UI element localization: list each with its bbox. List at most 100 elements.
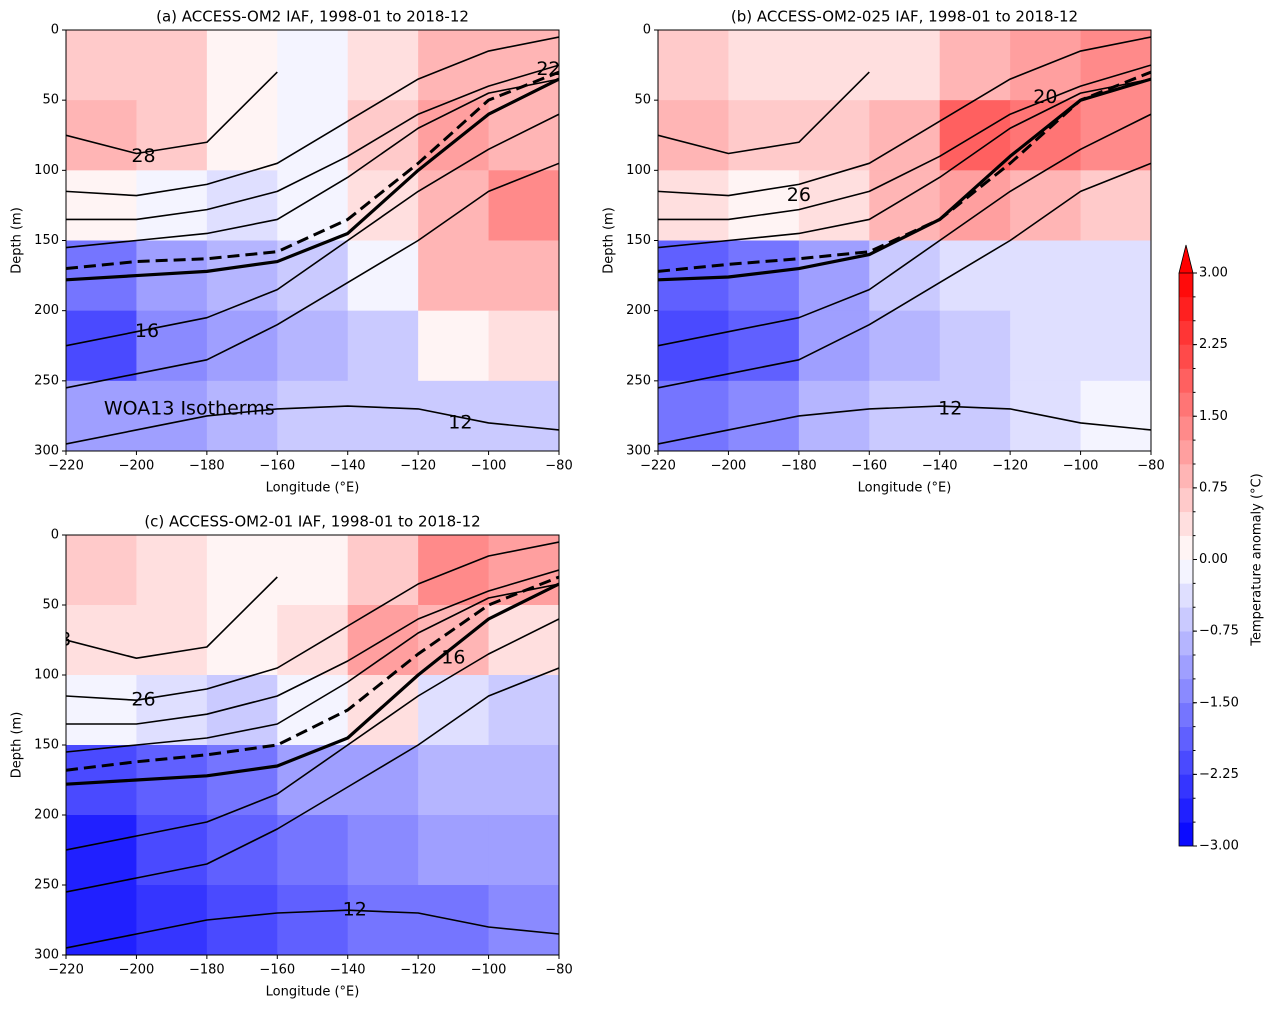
colorbar-level (1179, 726, 1193, 751)
x-tick-label: −180 (189, 963, 225, 978)
field-cell (66, 815, 137, 886)
contour-label: 20 (1033, 86, 1057, 108)
contour-label: 16 (135, 320, 159, 342)
panel: 28 16 WOA13 Isotherms 12 22 −220 −200 −180 −160 −… (10, 8, 573, 496)
colorbar-tick-label: −2.25 (1199, 767, 1239, 782)
y-tick-label: 150 (34, 233, 59, 248)
x-axis-label: Longitude (°E) (858, 481, 952, 496)
field-cell (277, 380, 349, 451)
colorbar-level (1179, 368, 1193, 393)
y-tick-label: 200 (34, 808, 59, 823)
x-tick-label: −80 (545, 963, 572, 978)
field-cell (869, 30, 941, 101)
field-cell (277, 170, 349, 241)
field-cell (136, 380, 208, 451)
colorbar-level (1179, 511, 1193, 536)
field-cell (206, 30, 278, 101)
y-tick-label: 250 (626, 373, 651, 388)
isotherm (66, 618, 559, 851)
isotherm (66, 909, 559, 949)
field-cell (206, 100, 278, 171)
isotherm (66, 64, 559, 221)
field-cell (869, 100, 941, 171)
isotherm (658, 78, 1151, 249)
field-cell (136, 885, 208, 955)
colorbar-level (1179, 702, 1193, 727)
y-tick-label: 150 (34, 738, 59, 753)
colorbar-level (1179, 296, 1193, 322)
field-cell (658, 310, 729, 382)
field-cell (418, 745, 490, 816)
colorbar-label: Temperature anomaly (°C) (1250, 473, 1265, 646)
field-cell (488, 815, 559, 886)
panel: 20 26 12 −220 −200 −180 −160 −140 −120 −100 −80 0 50… (602, 8, 1165, 496)
field-cell (798, 30, 870, 101)
y-tick-label: 50 (42, 598, 59, 613)
isotherm (66, 576, 278, 659)
colorbar-level (1179, 416, 1193, 441)
field-cell (347, 815, 419, 886)
x-tick-label: −120 (400, 963, 436, 978)
isotherm (658, 64, 1151, 221)
field-cell (658, 240, 729, 312)
field-cell (66, 535, 137, 606)
field-cell (206, 885, 278, 955)
isotherm (66, 78, 559, 249)
field-cell (798, 310, 870, 382)
field-cell (206, 170, 278, 241)
isotherm (66, 569, 559, 725)
chart-title: (a) ACCESS-OM2 IAF, 1998-01 to 2018-12 (156, 8, 469, 26)
field-cell (418, 310, 490, 382)
colorbar-level (1179, 583, 1193, 608)
field-cell (277, 100, 349, 171)
field-cell (206, 310, 278, 382)
x-tick-label: −220 (640, 459, 676, 474)
colorbar-level (1179, 750, 1193, 775)
contour-label: 12 (448, 411, 472, 433)
field-cell (728, 380, 800, 451)
field-cell (206, 380, 278, 451)
y-tick-label: 100 (626, 163, 651, 178)
field-cell (488, 535, 559, 606)
isotherm (66, 405, 559, 445)
x-tick-label: −200 (711, 459, 747, 474)
field-cell (488, 675, 559, 746)
x-tick-label: −200 (119, 459, 155, 474)
x-tick-label: −80 (1137, 459, 1164, 474)
colorbar-level (1179, 392, 1193, 417)
field-cell (206, 240, 278, 312)
y-tick-label: 0 (51, 23, 59, 38)
field-cell (418, 170, 490, 241)
field-cell (418, 815, 490, 886)
colorbar-level (1179, 798, 1193, 823)
colorbar-level (1179, 440, 1193, 465)
isotherm (658, 70, 1151, 273)
field-cell (66, 885, 137, 955)
field-cell (1080, 380, 1151, 451)
field-cell (277, 240, 349, 312)
field-cell (66, 675, 137, 746)
field-cell (939, 30, 1011, 101)
field-cell (206, 605, 278, 676)
field-cell (869, 170, 941, 241)
field-cell (658, 30, 729, 101)
field-cell (728, 170, 800, 241)
field-cell (488, 170, 559, 241)
plot-area: 28 16 WOA13 Isotherms 12 22 (66, 30, 560, 451)
contour-label: 22 (536, 58, 560, 80)
plot-area: 28 26 16 12 (66, 535, 559, 955)
isotherm (66, 113, 559, 347)
contour-label: 16 (441, 647, 465, 669)
field-cell (488, 310, 559, 382)
field-cell (277, 745, 349, 816)
field-cell (347, 885, 419, 955)
y-axis-label: Depth (m) (602, 207, 617, 274)
field-cell (1080, 170, 1151, 241)
field-cell (136, 605, 208, 676)
colorbar-level (1179, 655, 1193, 680)
field-cell (66, 30, 137, 101)
field-cell (1080, 240, 1151, 312)
field-cell (277, 30, 349, 101)
y-tick-label: 300 (34, 444, 59, 459)
